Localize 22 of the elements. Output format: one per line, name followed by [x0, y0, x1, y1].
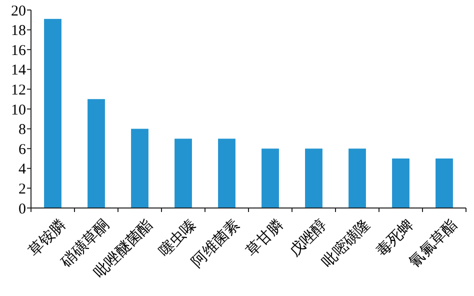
y-tick-label: 6: [18, 142, 26, 158]
bar: [218, 138, 236, 208]
y-tick-label: 4: [18, 162, 26, 178]
bar: [262, 148, 279, 208]
y-tick-label: 10: [11, 102, 26, 118]
y-tick-label: 0: [18, 201, 26, 218]
bar: [392, 158, 410, 208]
bar: [436, 158, 453, 208]
bar: [174, 138, 192, 208]
y-tick-label: 12: [11, 82, 26, 98]
y-tick-label: 20: [11, 3, 26, 20]
bar: [305, 148, 322, 208]
bar: [348, 148, 366, 208]
bar: [131, 128, 148, 208]
y-tick-label: 14: [11, 62, 26, 79]
bar: [44, 18, 62, 208]
y-tick-label: 2: [18, 181, 26, 198]
x-tick-label: 草甘膦: [242, 216, 287, 260]
y-tick-label: 18: [11, 23, 26, 40]
y-tick-label: 8: [18, 122, 26, 138]
y-tick-label: 16: [11, 42, 26, 59]
bar: [88, 99, 105, 208]
